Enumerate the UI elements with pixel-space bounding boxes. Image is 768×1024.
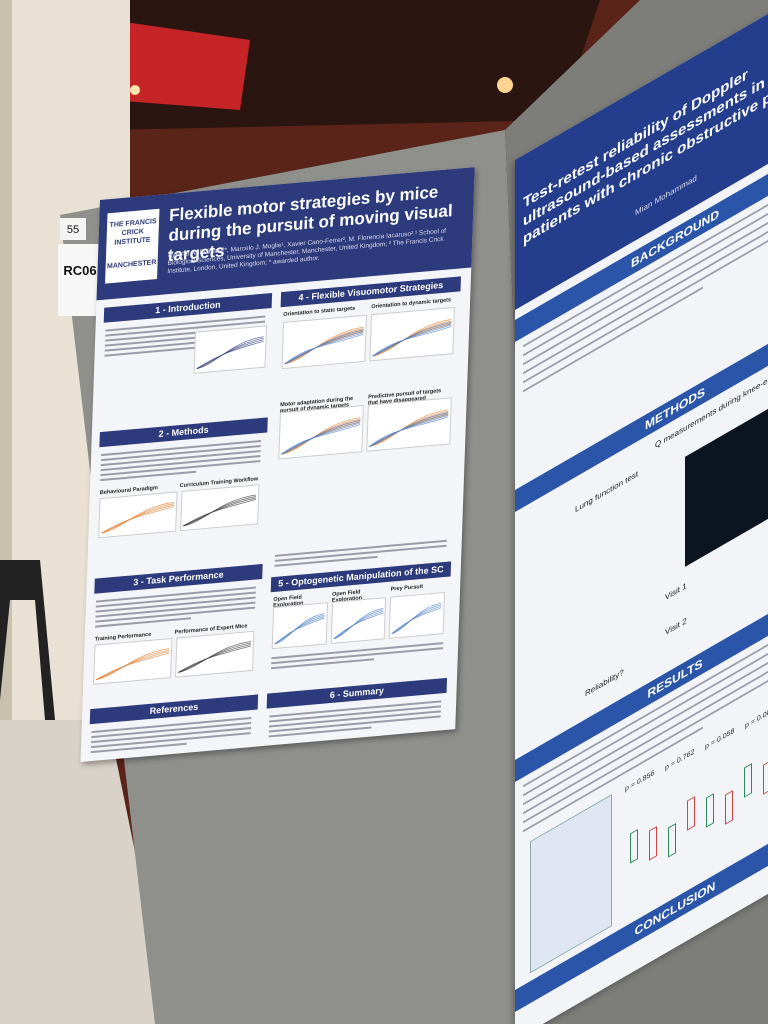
plot-trace: [274, 617, 325, 645]
lamp: [497, 77, 513, 93]
plot: [175, 630, 255, 678]
box: [668, 823, 676, 858]
plot: [271, 602, 328, 650]
red-light: [110, 20, 250, 110]
plot: [98, 491, 178, 539]
pillar-shade: [0, 0, 12, 720]
plot-trace: [196, 340, 264, 369]
code-card: [58, 244, 102, 316]
plot-trace: [183, 499, 257, 527]
section-heading: RESULTS: [515, 575, 768, 782]
p-value: p = 0.058: [705, 727, 735, 752]
logo-text: MANCHESTER: [106, 259, 157, 271]
plot-lines: [274, 613, 325, 645]
plot-trace: [333, 609, 384, 640]
plot-trace: [333, 612, 383, 640]
text-line: [268, 726, 372, 738]
booth-code: RC06: [63, 263, 96, 278]
plot-trace: [281, 424, 361, 455]
lamp: [130, 85, 140, 95]
plot-lines: [101, 501, 175, 534]
left-poster: THE FRANCIS CRICK INSTITUTE MANCHESTER Fl…: [80, 167, 475, 763]
plot-lines: [284, 326, 364, 365]
method-label: Reliability?: [585, 667, 624, 699]
floor: [0, 680, 170, 1024]
plot: [281, 314, 368, 370]
plot-trace: [391, 604, 442, 634]
plot-lines: [196, 336, 264, 370]
method-label: Lung function test: [575, 468, 639, 515]
plot-trace: [372, 326, 452, 357]
plot-lines: [333, 607, 384, 640]
plot-trace: [96, 652, 169, 680]
text-line: [274, 555, 378, 567]
plot: [369, 306, 455, 362]
section-heading: 6 - Summary: [266, 677, 448, 709]
plot: [388, 591, 446, 639]
plot: [278, 404, 364, 460]
plot-trace: [274, 614, 325, 645]
logo-text: THE FRANCIS CRICK INSTITUTE: [109, 218, 157, 247]
plot: [180, 484, 260, 532]
method-label: Visit 2: [665, 615, 687, 638]
plot-lines: [281, 417, 361, 455]
number-tag: [60, 218, 86, 240]
plot: [193, 325, 268, 374]
right-poster: Test-retest reliability of Doppler ultra…: [515, 0, 768, 1024]
box: [649, 826, 657, 861]
plot-trace: [369, 416, 449, 447]
plot-lines: [372, 319, 452, 357]
plot: [330, 597, 387, 645]
plot: [366, 397, 452, 452]
text-line: [271, 658, 375, 669]
plot-trace: [178, 645, 251, 673]
booth-number: 55: [67, 224, 79, 236]
plot-lines: [369, 409, 449, 447]
plot-lines: [391, 602, 442, 635]
box: [725, 790, 733, 825]
plot-trace: [391, 607, 442, 634]
plot-lines: [178, 641, 252, 673]
plot-lines: [96, 648, 170, 681]
p-value: p = 0.005: [745, 706, 768, 731]
box: [706, 793, 714, 828]
plot-trace: [284, 333, 364, 365]
box: [744, 763, 752, 798]
method-label: Visit 1: [665, 580, 687, 603]
logo: THE FRANCIS CRICK INSTITUTE MANCHESTER: [105, 208, 160, 284]
plot-trace: [101, 506, 175, 534]
box: [630, 828, 638, 864]
plot-trace: [196, 337, 264, 369]
stool: [0, 560, 55, 720]
box: [763, 760, 768, 795]
p-value: p = 0.762: [665, 748, 695, 773]
box: [687, 796, 695, 831]
p-value: p = 0.856: [625, 769, 655, 794]
plot: [93, 637, 173, 685]
plot-lines: [183, 494, 257, 527]
panel-label: Prey Pursuit: [390, 583, 424, 593]
